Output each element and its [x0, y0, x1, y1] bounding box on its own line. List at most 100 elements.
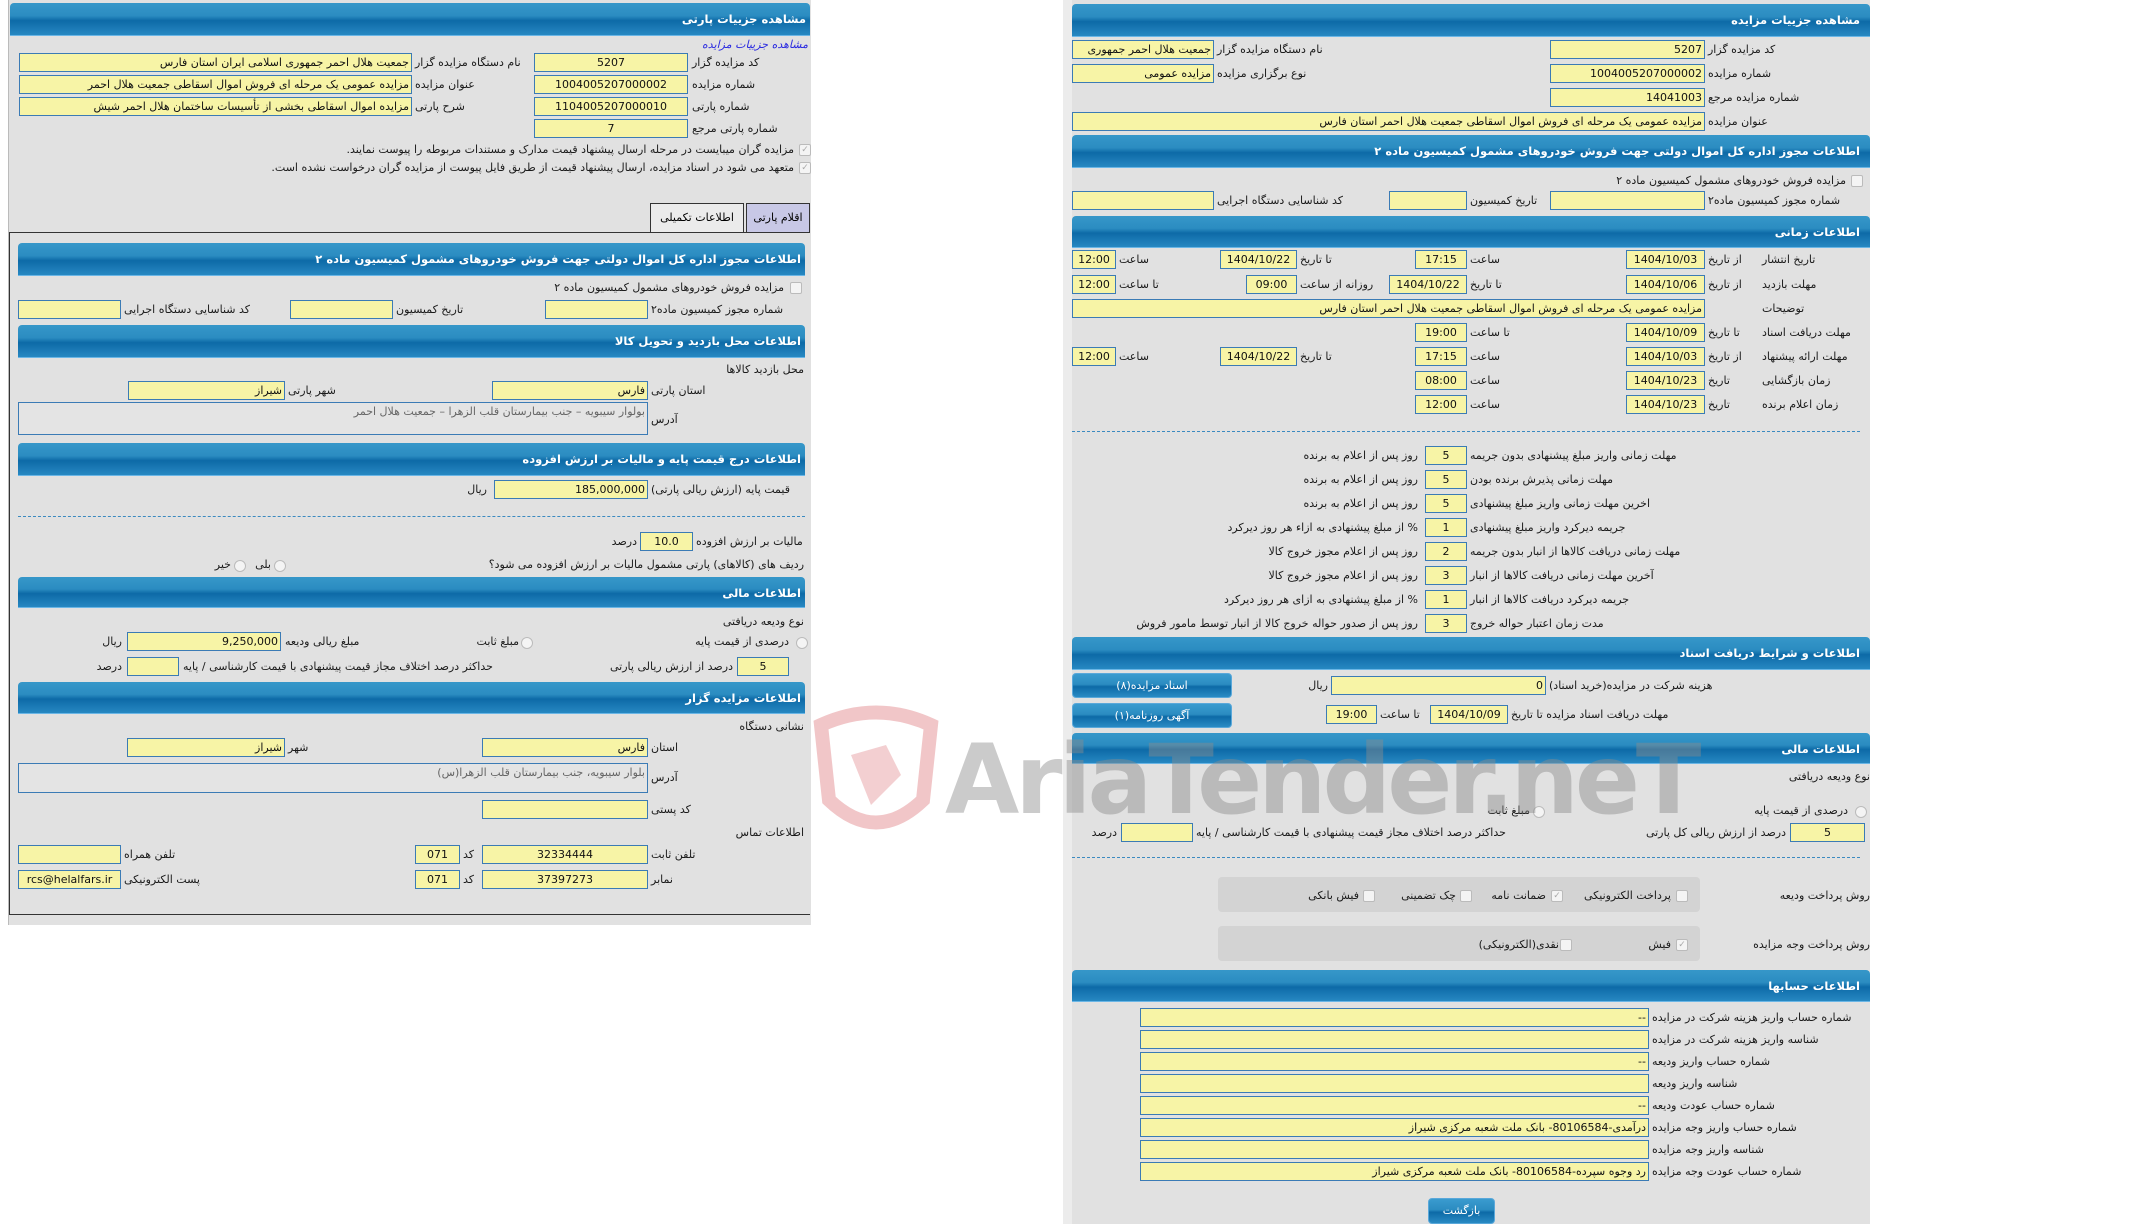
no-file-bid-checkbox[interactable]: ✓	[799, 162, 811, 174]
winner-time: 12:00	[1415, 395, 1467, 414]
visit-from-date: 1404/10/06	[1626, 275, 1705, 294]
account-field: رد وجوه سپرده-80106584- بانک ملت شعبه مر…	[1140, 1162, 1649, 1181]
license-number-field	[1550, 191, 1705, 210]
vat-yes-radio[interactable]	[274, 560, 286, 572]
party-city-field: شیراز	[128, 381, 285, 400]
attach-docs-checkbox[interactable]: ✓	[799, 144, 811, 156]
commission-checkbox[interactable]	[1851, 175, 1863, 187]
check-checkbox[interactable]	[1460, 890, 1472, 902]
rule-value-field: 5	[1425, 494, 1467, 513]
rule-value-field: 1	[1425, 518, 1467, 537]
commission-date-field	[290, 300, 393, 319]
account-label: شماره حساب عودت ودیعه	[1652, 1099, 1775, 1112]
label: تا تاریخ	[1708, 326, 1740, 339]
commission-date-field	[1389, 191, 1467, 210]
auctioneer-code-field: 5207	[1550, 40, 1705, 59]
opening-time: 08:00	[1415, 371, 1467, 390]
label: شماره مزایده	[692, 78, 756, 91]
label: اطلاعات تماس	[735, 826, 804, 839]
label: از تاریخ	[1708, 278, 1742, 291]
label: توضیحات	[1762, 302, 1805, 315]
guarantee-checkbox[interactable]: ✓	[1551, 890, 1563, 902]
deposit-percent-radio[interactable]	[1855, 806, 1867, 818]
label: مبلغ ریالی ودیعه	[285, 635, 360, 648]
auctioneer-section-header: اطلاعات مزایده گزار	[18, 682, 805, 714]
account-label: شناسه واریز وجه مزایده	[1652, 1143, 1764, 1156]
label: زمان بازگشایی	[1762, 374, 1831, 387]
label: ساعت	[1470, 374, 1500, 387]
label: هزینه شرکت در مزایده(خرید اسناد)	[1549, 679, 1713, 692]
rule-label: جریمه دیرکرد واریز مبلغ پیشنهادی	[1470, 521, 1626, 534]
newspaper-ad-button[interactable]: آگهی روزنامه(۱)	[1072, 703, 1232, 728]
label: نمابر	[651, 873, 673, 886]
no-file-bid-text: متعهد می شود در اسناد مزایده، ارسال پیشن…	[271, 161, 794, 174]
label: فیش	[1648, 938, 1671, 951]
unit-label: درصد	[96, 660, 122, 673]
label: تا تاریخ	[1470, 278, 1502, 291]
label: درصدی از قیمت پایه	[1754, 804, 1848, 817]
label: حداکثر درصد اختلاف مجاز قیمت پیشنهادی با…	[183, 660, 493, 673]
label: کد	[463, 873, 475, 886]
account-field	[1140, 1030, 1649, 1049]
back-button[interactable]: بازگشت	[1428, 1198, 1495, 1224]
auction-details-link[interactable]: مشاهده جزییات مزایده	[702, 38, 808, 51]
executive-org-code-field	[18, 300, 121, 319]
label: نوع برگزاری مزایده	[1217, 67, 1307, 80]
epay-checkbox[interactable]	[1676, 890, 1688, 902]
auction-payment-methods	[1218, 926, 1700, 961]
rule-label: مهلت زمانی پذیرش برنده بودن	[1470, 473, 1614, 486]
visit-from-time: 09:00	[1246, 275, 1297, 294]
label: از تاریخ	[1708, 350, 1742, 363]
party-province-field: فارس	[492, 381, 648, 400]
rule-value-field: 5	[1425, 446, 1467, 465]
party-address-field: بولوار سیبویه – جنب بیمارستان قلب الزهرا…	[18, 402, 648, 435]
publish-to-time: 12:00	[1072, 250, 1116, 269]
label: کد پستی	[651, 803, 691, 816]
label: روزانه از ساعت	[1300, 278, 1374, 291]
label: نام دستگاه مزایده گزار	[1217, 43, 1323, 56]
deposit-fixed-radio[interactable]	[1533, 806, 1545, 818]
accounts-section-header: اطلاعات حسابها	[1072, 970, 1870, 1002]
tab-party-items[interactable]: اقلام پارتی	[746, 203, 810, 233]
rule-suffix: روز پس از اعلام به برنده	[1303, 473, 1418, 486]
label: ساعت	[1119, 253, 1149, 266]
rule-value-field: 3	[1425, 566, 1467, 585]
label: استان	[651, 741, 679, 754]
commission-checkbox[interactable]	[790, 282, 802, 294]
bank-slip-checkbox[interactable]	[1363, 890, 1375, 902]
label: مهلت دریافت اسناد	[1762, 326, 1851, 339]
max-diff-field	[127, 657, 179, 676]
vat-no-radio[interactable]	[234, 560, 246, 572]
tab-extra-info[interactable]: اطلاعات تکمیلی	[650, 203, 744, 233]
rule-suffix: روز پس از صدور حواله خروج کالا از انبار …	[1136, 617, 1418, 630]
docs-to-date: 1404/10/09	[1626, 323, 1705, 342]
panel-strip	[1063, 0, 1072, 1224]
rule-suffix: روز پس از اعلام به برنده	[1303, 497, 1418, 510]
account-field: --	[1140, 1008, 1649, 1027]
label: بلی	[255, 558, 271, 571]
docs-deadline-date: 1404/10/09	[1430, 705, 1508, 724]
label: شماره مجوز کمیسیون ماده۲	[651, 303, 784, 316]
cash-checkbox[interactable]	[1560, 939, 1572, 951]
label: پرداخت الکترونیکی	[1584, 889, 1671, 902]
label: ساعت	[1470, 253, 1500, 266]
deposit-percent-radio[interactable]	[796, 637, 808, 649]
publish-from-date: 1404/10/03	[1626, 250, 1705, 269]
label: محل بازدید کالاها	[726, 363, 804, 376]
auction-documents-button[interactable]: اسناد مزایده(۸)	[1072, 673, 1232, 698]
label: نوع ودیعه دریافتی	[722, 615, 804, 628]
label: زمان اعلام برنده	[1762, 398, 1839, 411]
tab-content-frame	[9, 232, 810, 915]
fax-field: 37397273	[482, 870, 648, 889]
label: کد	[463, 848, 475, 861]
account-label: شناسه واریز ودیعه	[1652, 1077, 1738, 1090]
watermark-text: AriaTender.neT	[945, 724, 1701, 836]
account-field	[1140, 1074, 1649, 1093]
label: تاریخ	[1708, 374, 1730, 387]
unit-label: ریال	[102, 635, 122, 648]
rule-label: آخرین مهلت زمانی دریافت کالاها از انبار	[1470, 569, 1654, 582]
deposit-fixed-radio[interactable]	[521, 637, 533, 649]
party-details-header: مشاهده جزییات پارتی	[10, 3, 810, 36]
slip-checkbox[interactable]: ✓	[1676, 939, 1688, 951]
label: ردیف های (کالاهای) پارتی مشمول مالیات بر…	[488, 558, 804, 571]
